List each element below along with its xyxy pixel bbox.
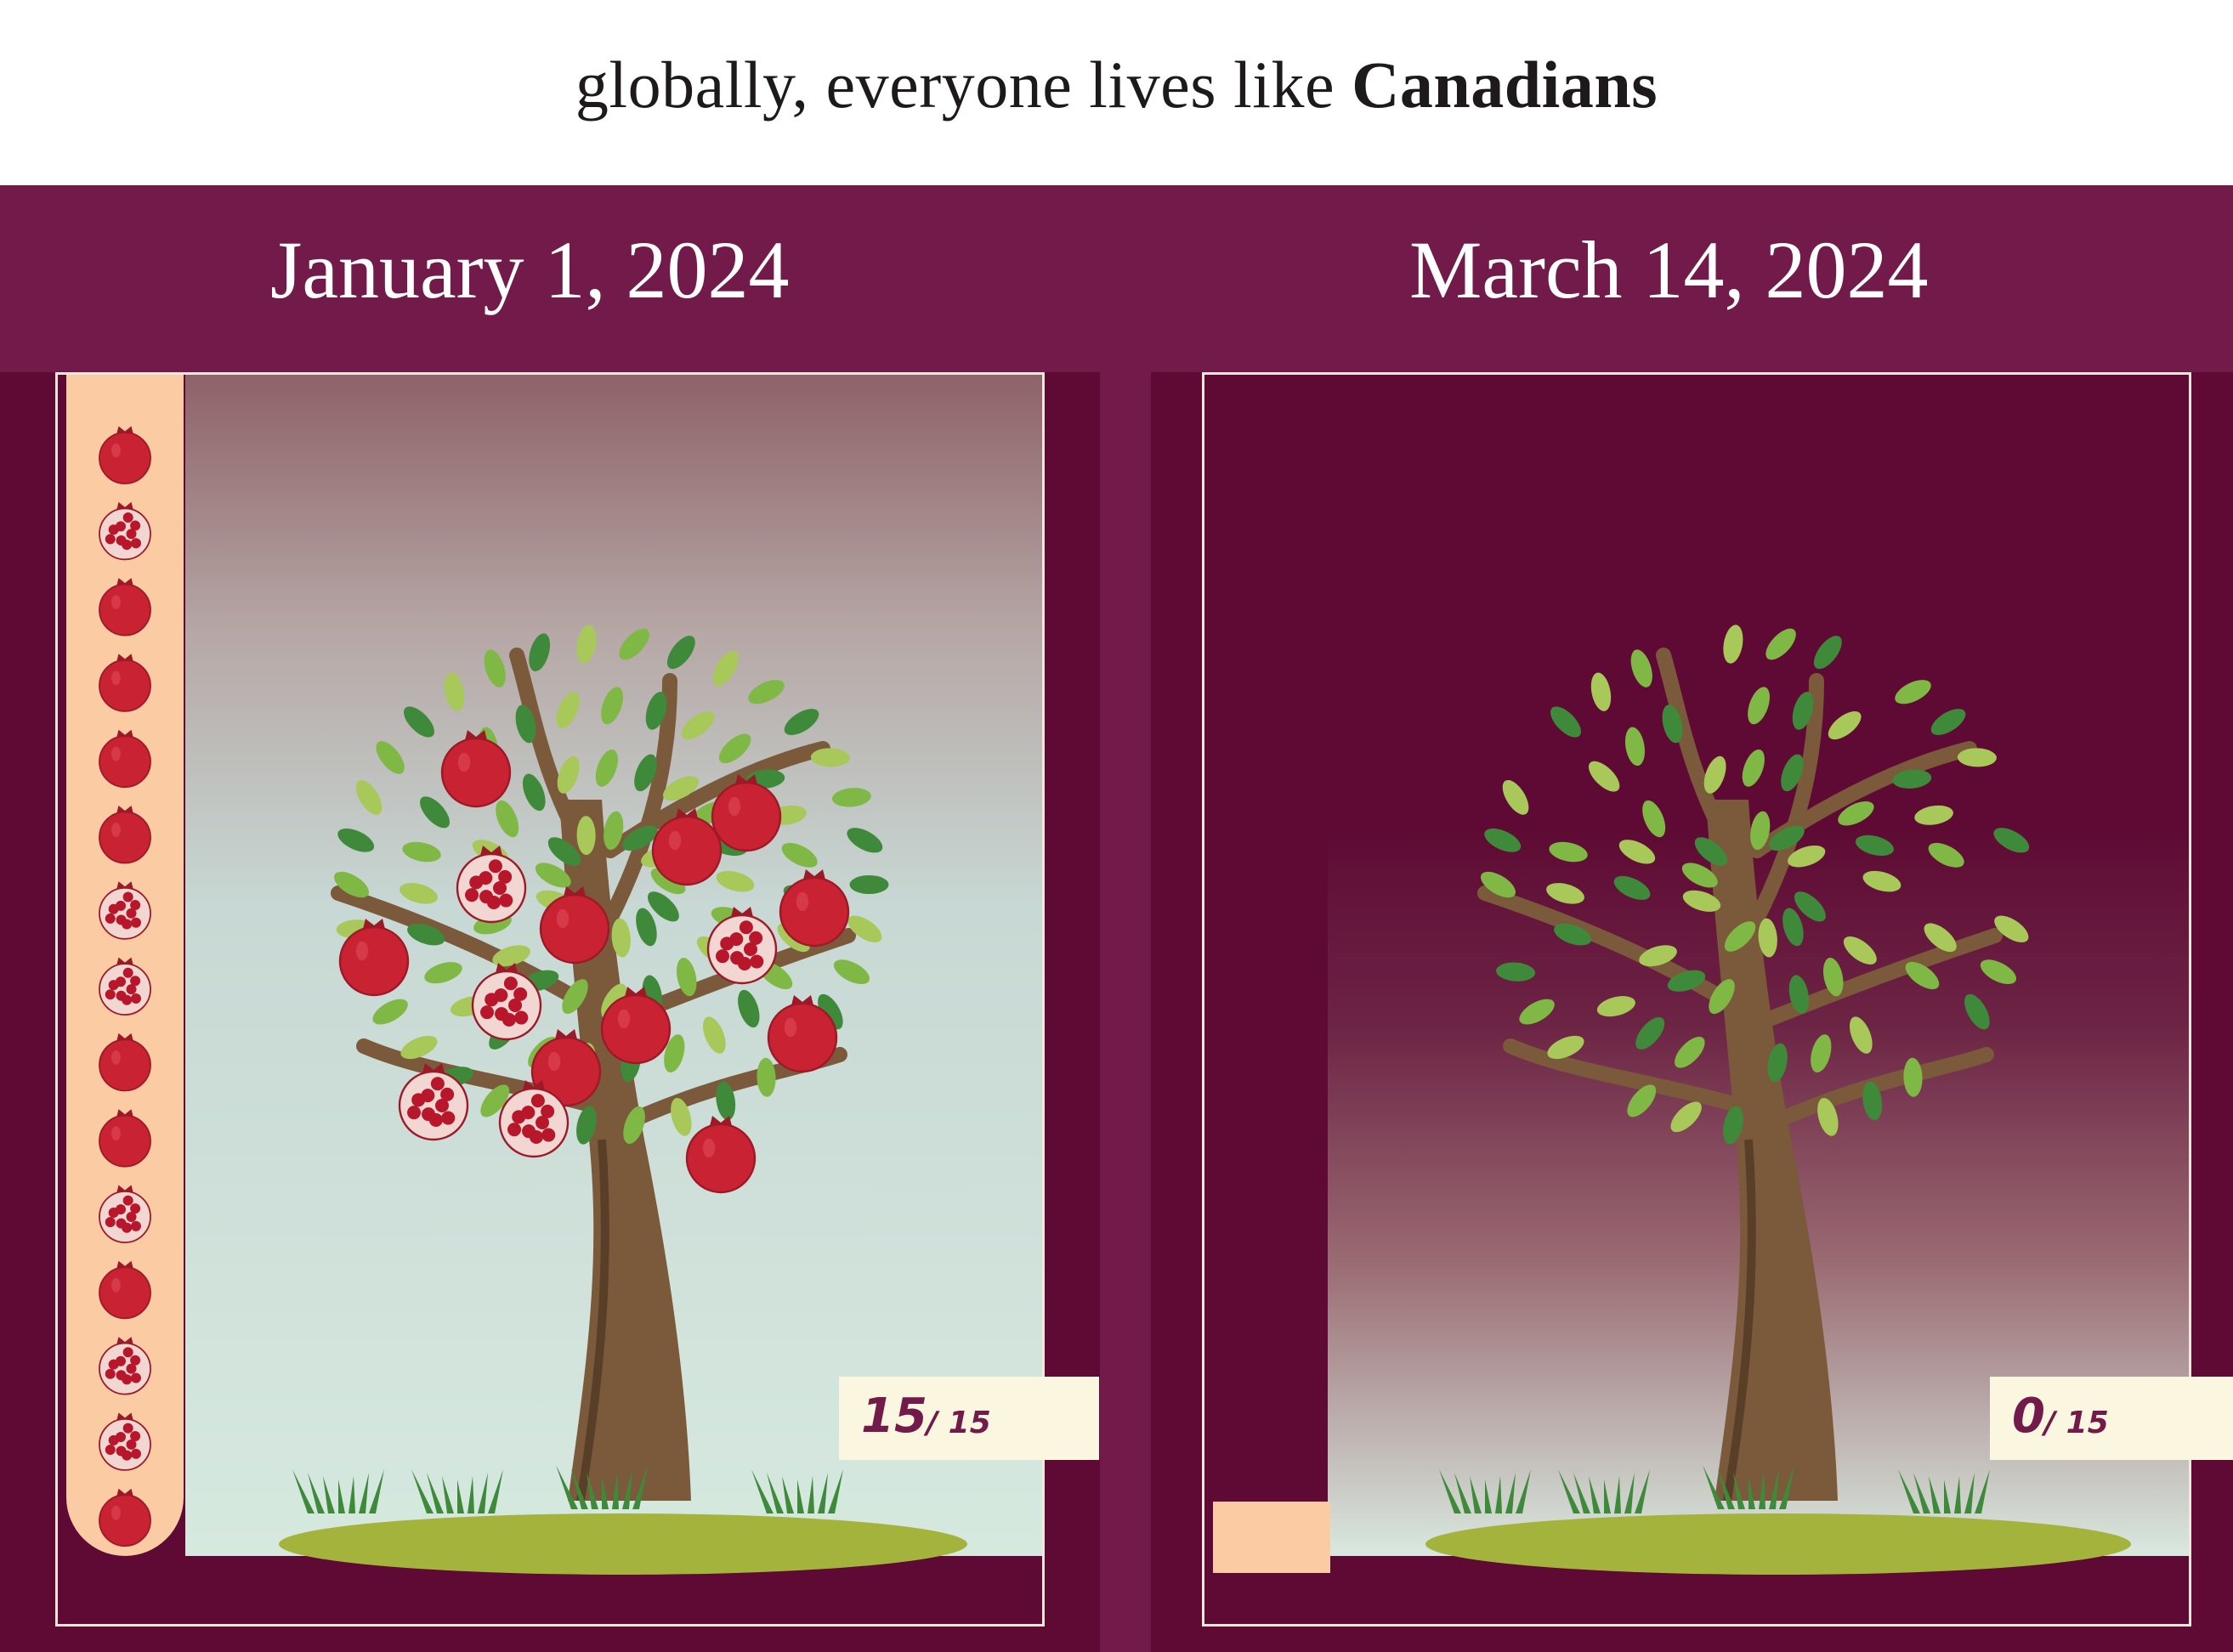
counter-total: / 15 (927, 1406, 991, 1440)
pomegranate-half-icon (99, 1185, 151, 1243)
ground-patch (279, 1513, 967, 1575)
pomegranate-icon (338, 919, 410, 997)
pomegranate-icon (99, 1032, 151, 1092)
fruit-counter-right: 0 / 15 (1990, 1377, 2233, 1460)
fruit-counter-left: 15 / 15 (839, 1377, 1099, 1460)
headline-country: Canadians (1352, 48, 1658, 122)
pomegranate-half-icon (99, 1337, 151, 1395)
panel-divider (1100, 372, 1151, 1652)
pomegranate-icon (530, 1029, 602, 1107)
pomegranate-icon (99, 806, 151, 864)
pomegranate-half-icon (706, 907, 778, 985)
pomegranate-icon (711, 774, 782, 852)
pomegranate-icon (99, 1488, 151, 1547)
pomegranate-half-icon (398, 1063, 469, 1141)
pomegranate-half-icon (99, 957, 151, 1016)
pomegranate-icon (779, 869, 850, 948)
pomegranate-icon (767, 995, 838, 1073)
pomegranate-icon (600, 987, 672, 1065)
pomegranate-half-icon (99, 881, 151, 940)
fruit-supply-bar-empty (1213, 1502, 1330, 1573)
pomegranate-half-icon (99, 501, 151, 561)
pomegranate-half-icon (498, 1080, 570, 1158)
pomegranate-half-icon (456, 846, 527, 924)
tree-icon (1439, 625, 2030, 1513)
pomegranate-icon (685, 1116, 757, 1194)
headline: globally, everyone lives like Canadians (0, 47, 2233, 123)
pomegranate-icon (99, 578, 151, 636)
date-left: January 1, 2024 (270, 224, 790, 315)
pomegranate-icon (99, 729, 151, 789)
pomegranate-icon (651, 808, 723, 886)
title-bar (0, 0, 2233, 185)
date-right: March 14, 2024 (1409, 224, 1929, 315)
pomegranate-icon (99, 653, 151, 712)
tree-icon (292, 625, 889, 1513)
pomegranate-half-icon (99, 1412, 151, 1471)
pomegranate-icon (99, 1109, 151, 1168)
pomegranate-icon (539, 886, 610, 965)
counter-total: / 15 (2044, 1406, 2109, 1440)
panel-march (1202, 372, 2191, 1627)
date-band (0, 185, 2233, 372)
counter-value: 15 (861, 1389, 927, 1444)
panel-january (55, 372, 1045, 1627)
pomegranate-icon (440, 730, 512, 808)
headline-prefix: globally, everyone lives like (575, 48, 1335, 122)
pomegranate-half-icon (471, 963, 542, 1041)
pomegranate-icon (99, 1260, 151, 1320)
fruit-column (99, 426, 151, 1547)
counter-value: 0 (2012, 1389, 2045, 1444)
ground-patch (1425, 1513, 2131, 1575)
pomegranate-icon (99, 426, 151, 484)
